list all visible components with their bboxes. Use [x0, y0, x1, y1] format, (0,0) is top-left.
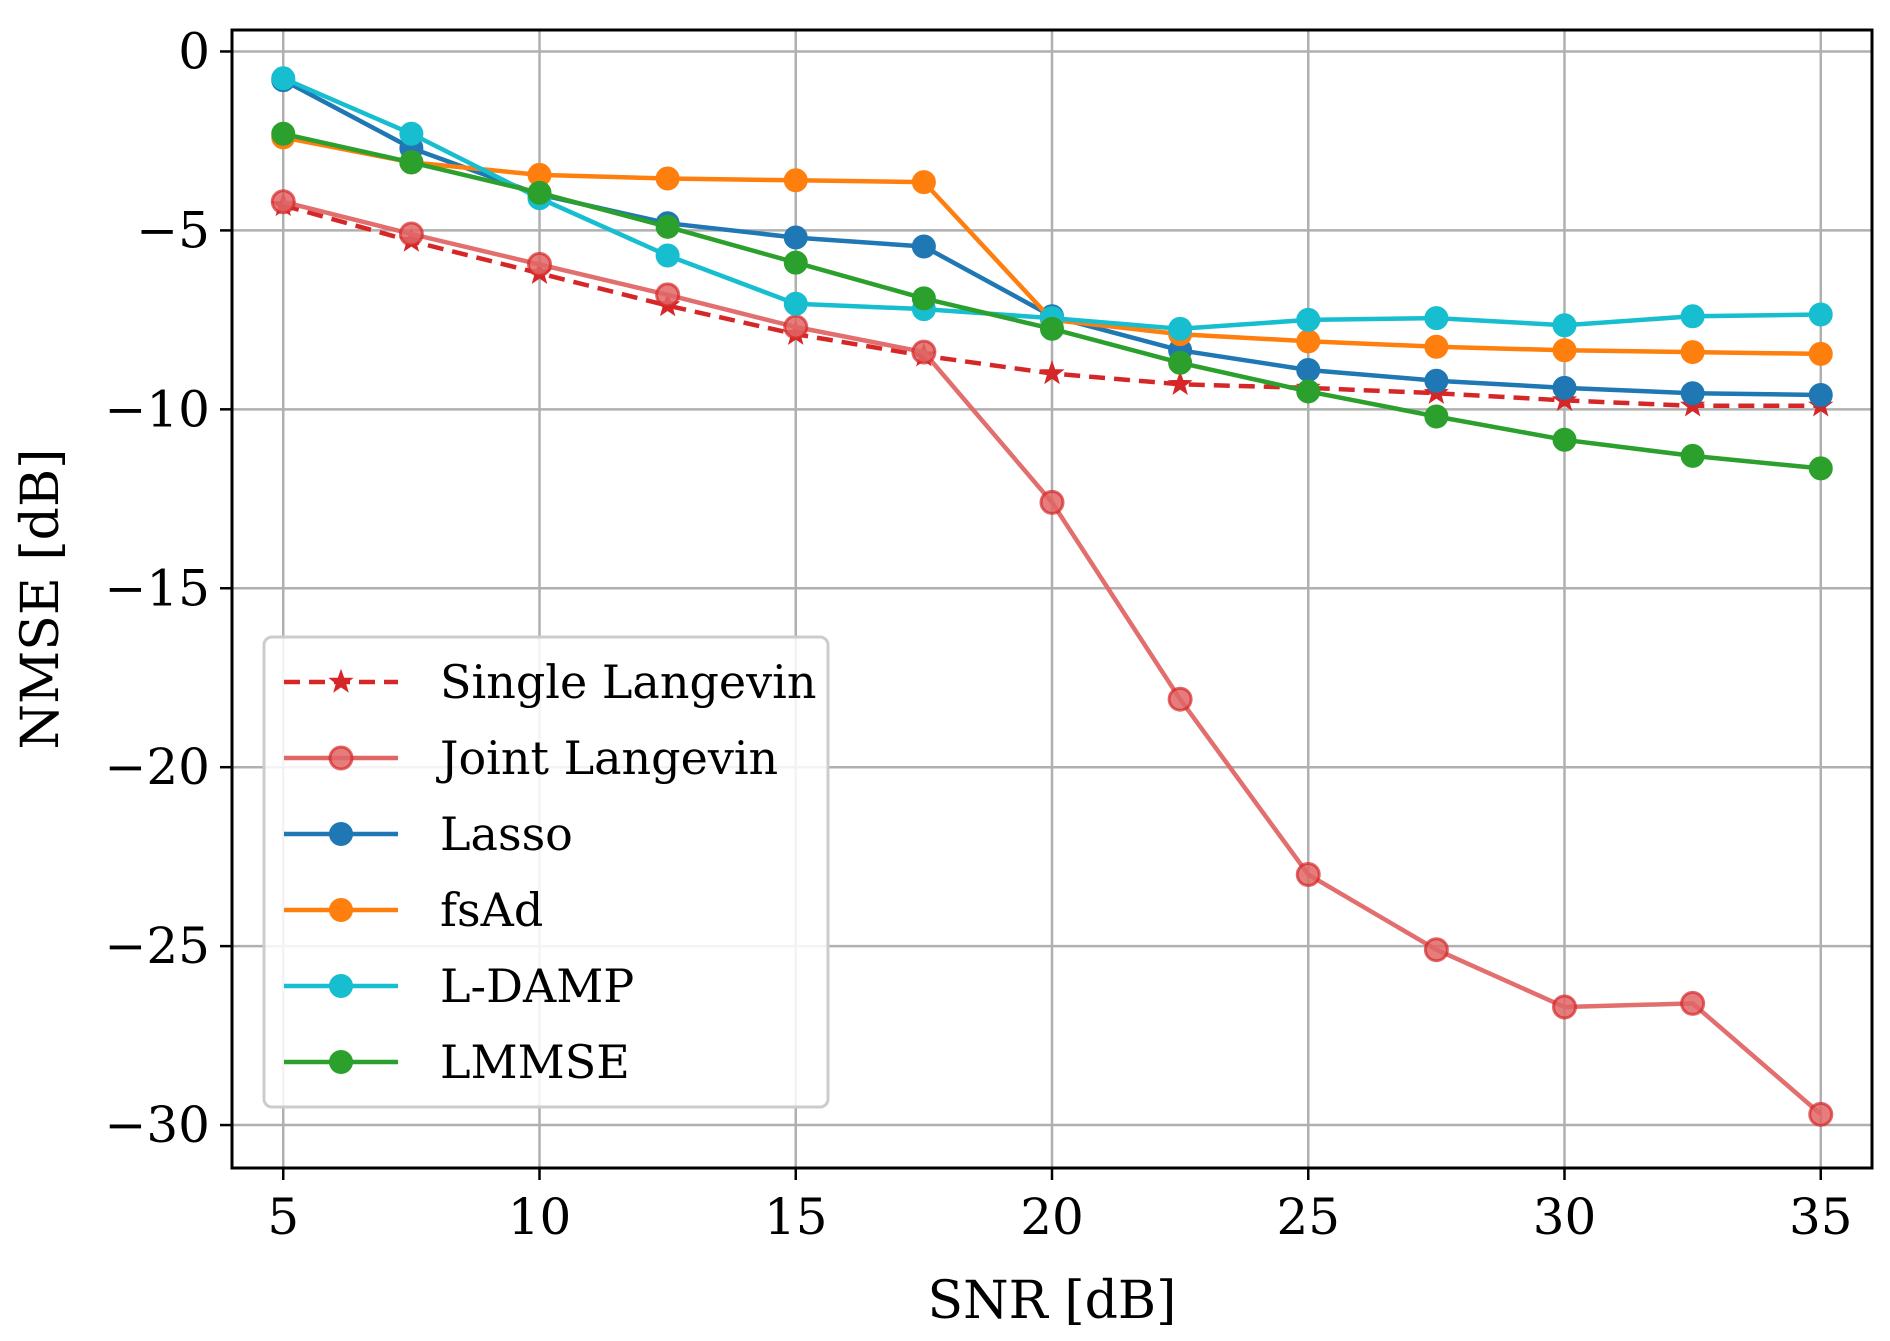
data-point — [1424, 404, 1449, 429]
x-tick-label: 10 — [508, 1188, 572, 1246]
x-axis-label: SNR [dB] — [928, 1271, 1177, 1331]
data-point — [1552, 427, 1577, 452]
data-point — [1552, 313, 1577, 338]
data-point — [1680, 340, 1705, 365]
data-point — [783, 225, 808, 250]
data-point — [1680, 304, 1705, 329]
x-tick-label: 30 — [1533, 1188, 1597, 1246]
data-point — [270, 189, 296, 215]
data-point — [911, 234, 936, 259]
data-point — [1552, 994, 1577, 1020]
legend-label: fsAd — [440, 883, 543, 937]
legend-swatch-marker — [329, 1050, 353, 1074]
data-point — [1808, 383, 1833, 408]
legend-label: L-DAMP — [440, 959, 634, 1013]
series-joint-langevin — [270, 189, 1834, 1127]
data-point — [1808, 456, 1833, 481]
legend-label: Joint Langevin — [436, 731, 778, 785]
x-tick-label: 5 — [267, 1188, 299, 1246]
data-point — [527, 251, 552, 277]
data-point — [783, 168, 808, 193]
data-point — [1296, 329, 1321, 354]
x-tick-label: 20 — [1020, 1188, 1084, 1246]
data-point — [1167, 686, 1193, 712]
data-point — [911, 170, 936, 195]
data-point — [783, 250, 808, 275]
data-point — [1039, 360, 1065, 385]
legend-item: LMMSE — [284, 1035, 630, 1089]
data-point — [527, 180, 552, 205]
data-point — [1424, 368, 1449, 393]
data-point — [1168, 316, 1193, 341]
data-point — [1808, 302, 1833, 327]
legend-swatch-marker — [328, 745, 354, 771]
data-point — [1552, 338, 1577, 363]
legend-box — [262, 635, 830, 1109]
data-point — [655, 243, 680, 268]
x-tick-label: 15 — [764, 1188, 828, 1246]
legend-swatch-marker — [328, 668, 354, 693]
legend-swatch-marker — [329, 822, 353, 846]
data-point — [655, 166, 680, 191]
data-point — [1680, 990, 1706, 1016]
data-point — [1295, 862, 1321, 888]
data-point — [1040, 316, 1064, 341]
y-tick-label: 0 — [178, 22, 210, 80]
data-point — [655, 282, 681, 308]
legend: Single Langevin Joint Langevin Lasso fsAd L-… — [262, 635, 830, 1109]
data-point — [911, 339, 937, 365]
legend-item: Joint Langevin — [284, 731, 778, 785]
legend-item: L-DAMP — [284, 959, 634, 1013]
legend-item: fsAd — [284, 883, 543, 937]
x-tick-label: 35 — [1789, 1188, 1853, 1246]
data-point — [1167, 371, 1193, 395]
y-tick-label: −15 — [104, 559, 210, 617]
data-point — [1552, 375, 1577, 400]
data-point — [783, 291, 808, 316]
data-point — [1168, 350, 1193, 375]
legend-label: Single Langevin — [440, 655, 816, 709]
x-tick-label: 25 — [1276, 1188, 1340, 1246]
x-axis-ticks: 5 10 15 20 25 30 35 — [267, 1168, 1853, 1246]
data-point — [1296, 379, 1321, 404]
y-tick-label: −10 — [104, 380, 210, 438]
series-layer — [270, 66, 1834, 1127]
data-point — [1296, 307, 1321, 332]
series-lmmse — [271, 121, 1833, 481]
data-point — [398, 221, 424, 247]
data-point — [1808, 341, 1833, 366]
data-point — [1680, 381, 1705, 406]
legend-label: Lasso — [440, 807, 573, 861]
data-point — [783, 314, 809, 340]
data-point — [271, 66, 296, 91]
legend-item: Lasso — [284, 807, 573, 861]
data-point — [399, 121, 424, 146]
data-point — [911, 286, 936, 311]
y-tick-label: −20 — [104, 738, 210, 796]
legend-item: Single Langevin — [284, 655, 816, 709]
y-tick-label: −30 — [104, 1096, 210, 1154]
data-point — [399, 150, 424, 175]
data-point — [1039, 489, 1065, 515]
y-axis-label: NMSE [dB] — [11, 449, 71, 750]
grid — [232, 30, 1872, 1168]
data-point — [1680, 443, 1705, 468]
data-point — [1424, 334, 1449, 359]
y-axis-ticks: 0 −5 −10 −15 −20 −25 −30 — [104, 22, 232, 1154]
legend-label: LMMSE — [440, 1035, 630, 1089]
data-point — [1423, 937, 1449, 963]
data-point — [271, 121, 296, 146]
legend-swatch-marker — [329, 974, 353, 998]
data-point — [1808, 1101, 1834, 1127]
legend-swatch-marker — [329, 898, 353, 922]
data-point — [655, 214, 680, 239]
data-point — [1424, 306, 1449, 331]
data-point — [1296, 357, 1321, 382]
y-tick-label: −5 — [136, 201, 210, 259]
y-tick-label: −25 — [104, 917, 210, 975]
